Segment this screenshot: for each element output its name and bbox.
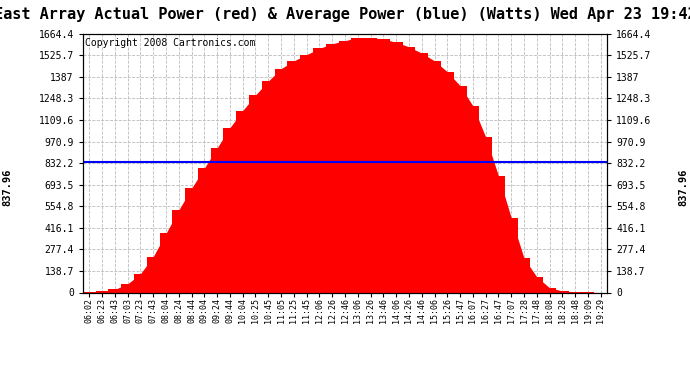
Bar — [262, 81, 275, 292]
Bar — [531, 277, 543, 292]
Bar — [556, 291, 569, 292]
Bar — [339, 40, 351, 292]
Bar — [415, 53, 428, 292]
Bar — [428, 61, 441, 292]
Bar — [518, 258, 531, 292]
Bar — [300, 55, 313, 292]
Bar — [147, 257, 159, 292]
Bar — [351, 38, 364, 292]
Text: East Array Actual Power (red) & Average Power (blue) (Watts) Wed Apr 23 19:42: East Array Actual Power (red) & Average … — [0, 8, 690, 22]
Bar — [108, 290, 121, 292]
Bar — [441, 72, 454, 292]
Bar — [288, 61, 300, 292]
Bar — [198, 168, 210, 292]
Bar — [505, 218, 518, 292]
Bar — [96, 291, 108, 292]
Bar — [275, 69, 288, 292]
Bar — [134, 274, 147, 292]
Bar — [480, 137, 492, 292]
Bar — [402, 47, 415, 292]
Bar — [492, 176, 505, 292]
Bar — [543, 288, 556, 292]
Bar — [236, 111, 249, 292]
Bar — [454, 86, 466, 292]
Bar — [210, 148, 224, 292]
Bar — [185, 188, 198, 292]
Bar — [390, 42, 402, 292]
Bar — [326, 44, 339, 292]
Bar — [364, 38, 377, 292]
Bar — [249, 95, 262, 292]
Text: Copyright 2008 Cartronics.com: Copyright 2008 Cartronics.com — [86, 38, 256, 48]
Bar — [224, 128, 236, 292]
Bar — [172, 210, 185, 292]
Bar — [466, 106, 480, 292]
Bar — [377, 39, 390, 292]
Bar — [313, 48, 326, 292]
Bar — [121, 284, 134, 292]
Text: 837.96: 837.96 — [2, 169, 12, 206]
Text: 837.96: 837.96 — [678, 169, 688, 206]
Bar — [159, 233, 172, 292]
